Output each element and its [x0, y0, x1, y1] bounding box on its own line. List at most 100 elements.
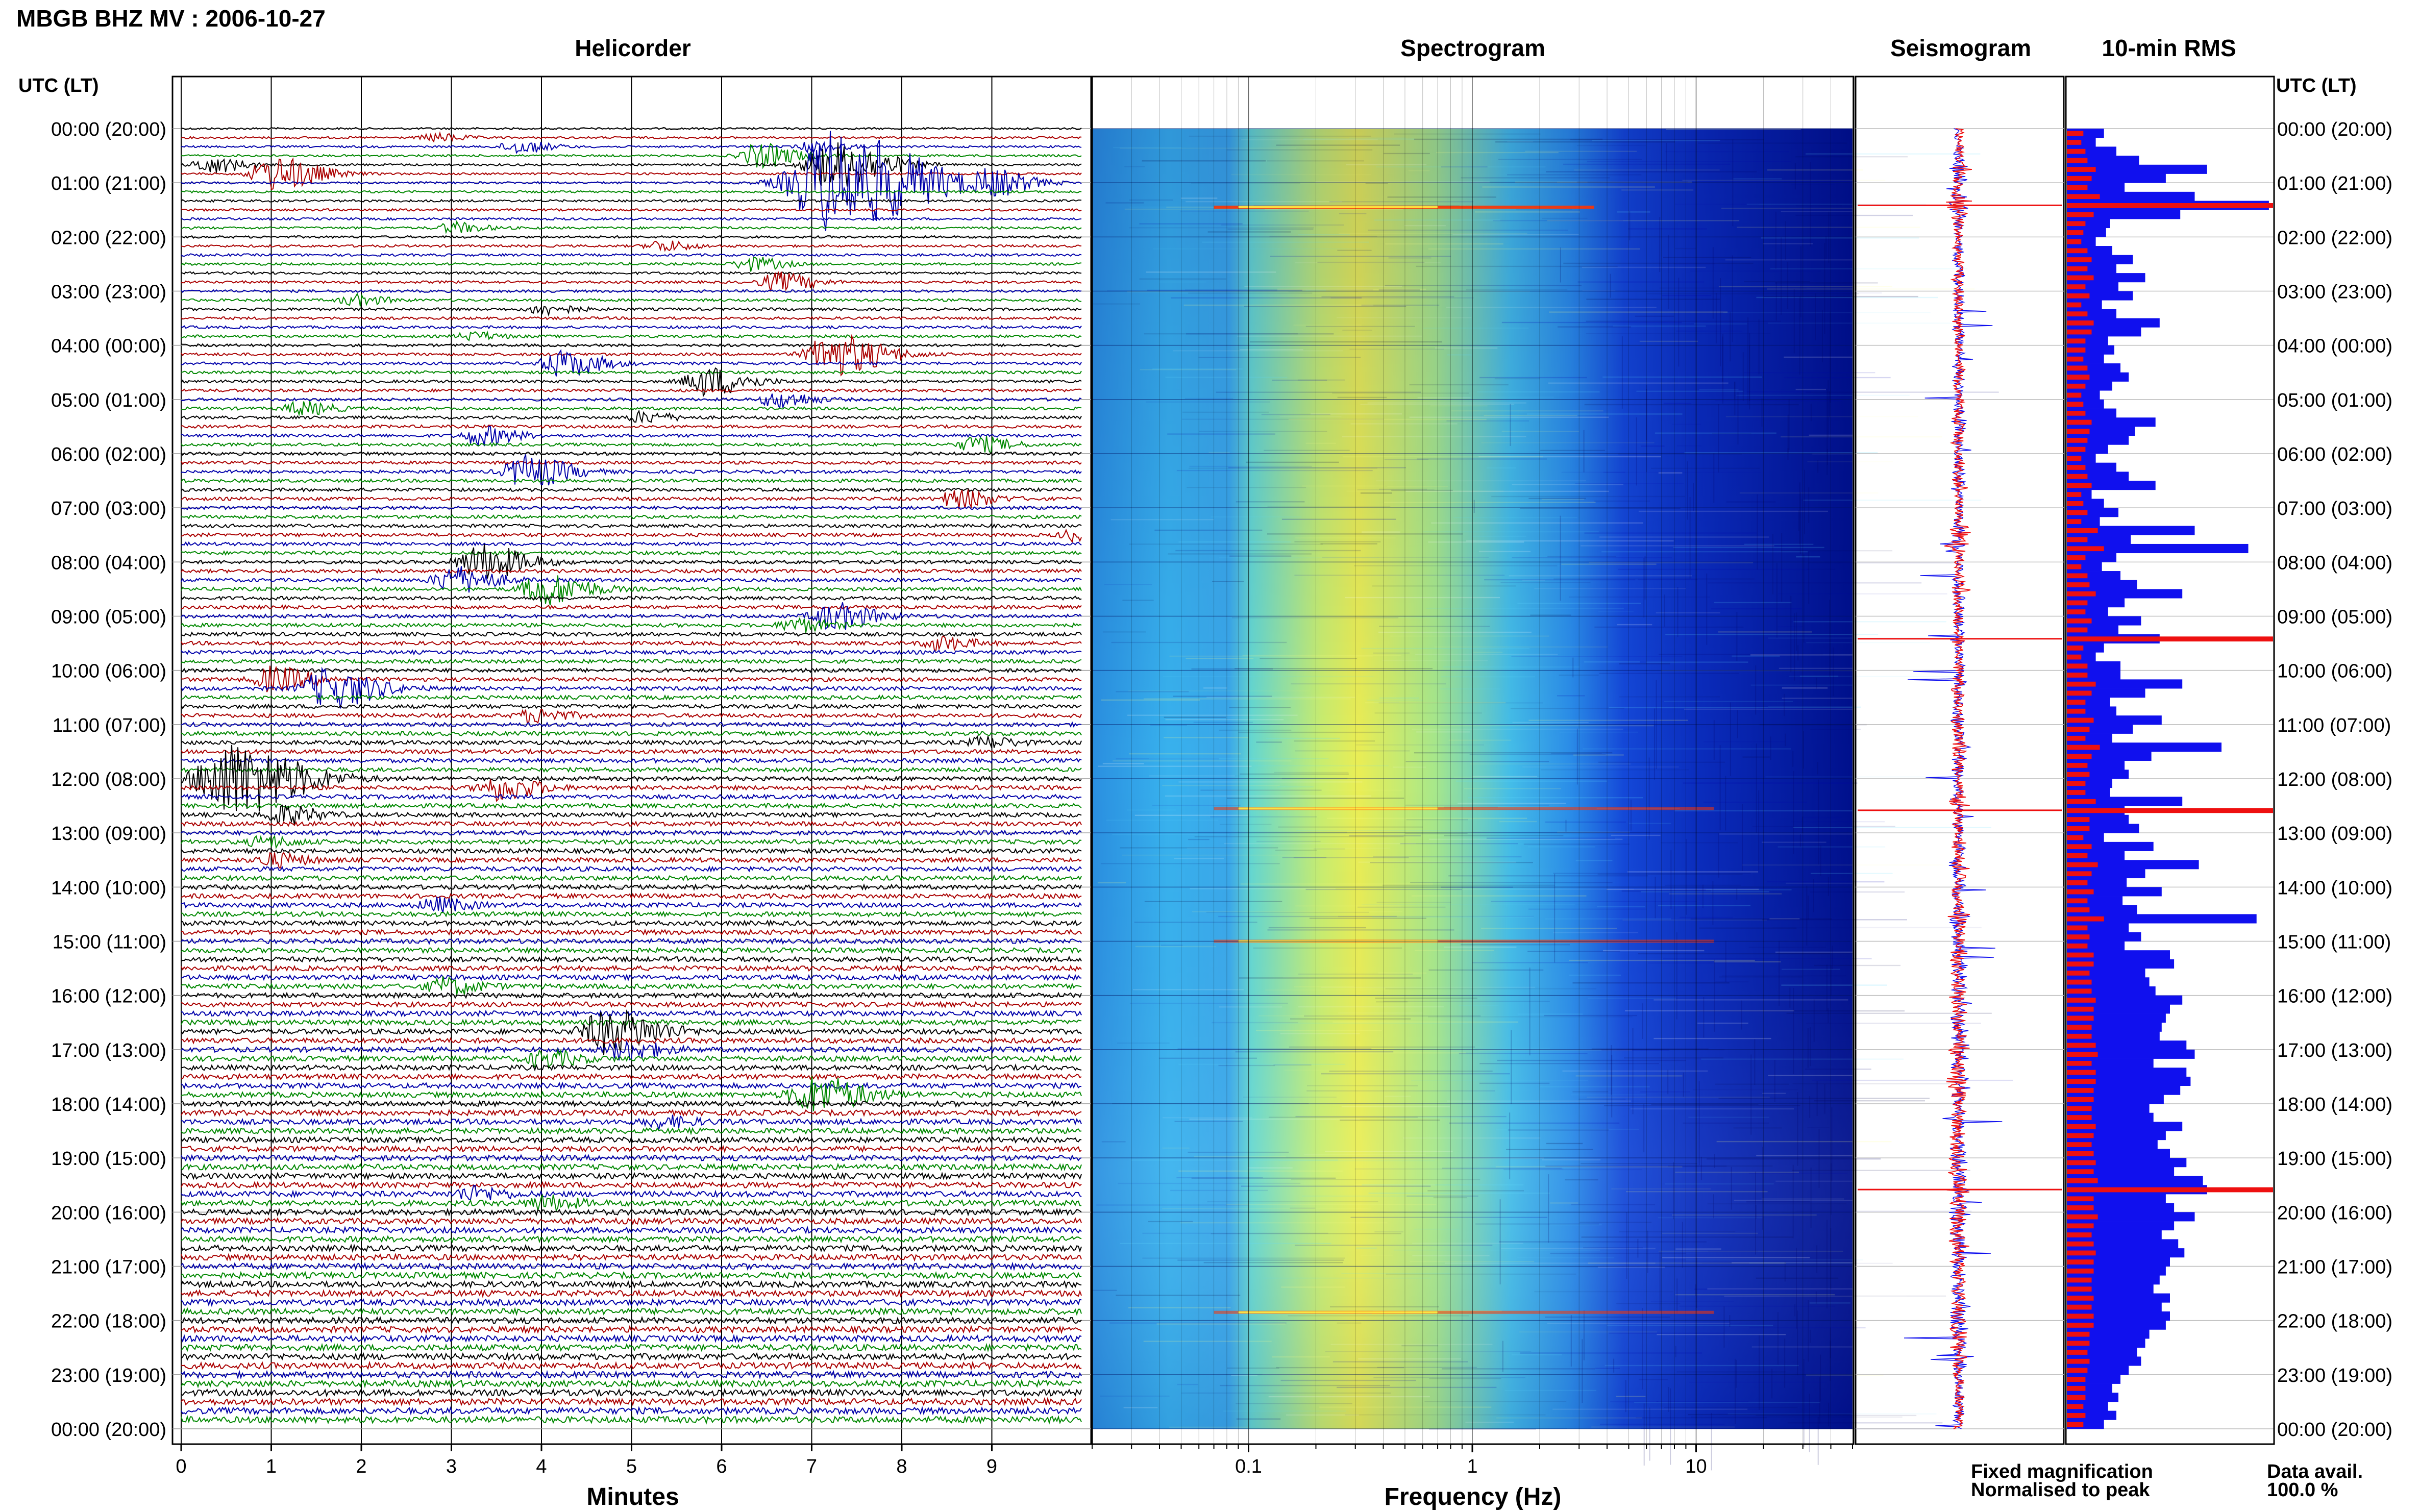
spectrogram-stripe — [1495, 141, 1675, 143]
spectrogram-stripe — [1355, 744, 1484, 746]
spectrogram-stripe — [1376, 1001, 1408, 1003]
spectrogram-streak — [1706, 573, 1708, 645]
spectrogram-stripe — [1236, 501, 1305, 503]
spectrogram-stripe — [1653, 999, 1848, 1001]
spectrogram-stripe — [1547, 556, 1616, 557]
spectrogram-stripe — [1579, 1222, 1652, 1223]
spectrogram-streak — [1824, 243, 1825, 334]
spectrogram-stripe — [1708, 582, 1922, 584]
helicorder-trace-line — [181, 131, 1082, 231]
spectrogram-stripe — [1732, 1262, 1906, 1263]
spectrogram-stripe — [1304, 1015, 1481, 1017]
helicorder-trace-line — [181, 289, 1082, 293]
spectrogram-streak — [1509, 1112, 1511, 1180]
spectrogram-stripe — [1384, 502, 1596, 503]
spectrogram-stripe — [1767, 169, 1863, 171]
spectrogram-stripe — [1423, 531, 1599, 533]
helicorder-trace-line — [181, 505, 1082, 511]
spectrogram-streak — [1747, 317, 1749, 405]
helicorder-trace-line — [181, 1135, 1082, 1145]
time-label-left: 10:00 (06:00) — [51, 661, 166, 682]
rms-normalised-bar — [2067, 916, 2104, 922]
helicorder-trace-line — [181, 937, 1082, 945]
spectrogram-stripe — [1714, 961, 1781, 962]
rms-normalised-bar — [2067, 735, 2086, 741]
spectrogram-streak — [1610, 274, 1611, 298]
rms-normalised-bar — [2067, 1115, 2092, 1120]
time-label-left: 00:00 (20:00) — [51, 119, 166, 140]
rms-normalised-bar — [2067, 1323, 2094, 1328]
spectrogram-stripe — [1291, 683, 1446, 685]
spectrogram-streak — [1817, 762, 1818, 775]
spectrogram-streak — [1548, 1174, 1549, 1243]
spectrogram-streak — [1732, 255, 1733, 342]
spectrogram-streak — [1775, 211, 1776, 269]
legend-fixed-magnification: Fixed magnification — [1971, 1461, 2153, 1482]
spectrogram-stripe — [1224, 842, 1416, 845]
spectrogram-stripe — [1200, 789, 1322, 791]
spectrogram-stripe — [1281, 518, 1396, 520]
spectrogram-stripe — [1175, 550, 1361, 552]
rms-normalised-bar — [2067, 971, 2090, 976]
spectrogram-stripe — [1249, 341, 1442, 343]
spectrogram-stripe — [1715, 981, 1749, 983]
spectrogram-streak — [1676, 932, 1677, 1020]
time-label-left: 21:00 (17:00) — [51, 1257, 166, 1278]
spectrogram-x-tick-label: 10 — [1685, 1456, 1707, 1477]
spectrogram-stripe — [1784, 356, 1859, 358]
spectrogram-stripe — [1127, 291, 1289, 292]
helicorder-trace-line — [181, 529, 1082, 543]
helicorder-traces — [181, 127, 1082, 1425]
spectrogram-stripe — [1494, 378, 1540, 380]
spectrogram-streak — [1511, 1030, 1512, 1104]
spectrogram-stripe — [1664, 1406, 1798, 1408]
time-label-right: 23:00 (19:00) — [2277, 1365, 2392, 1386]
spectrogram-streak — [1772, 534, 1773, 594]
spectrogram-stripe — [1411, 1080, 1588, 1081]
spectrogram-stripe — [1321, 986, 1536, 988]
spectrogram-stripe — [1484, 579, 1636, 581]
spectrogram-stripe — [1373, 652, 1410, 654]
helicorder-trace-line — [181, 436, 1082, 453]
helicorder-trace-line — [181, 735, 1082, 748]
spectrogram-stripe — [1169, 655, 1373, 657]
spectrogram-stripe — [1480, 928, 1617, 929]
spectrogram-stripe — [1508, 1129, 1609, 1131]
rms-normalised-bar — [2067, 952, 2094, 958]
spectrogram-stripe — [1283, 977, 1417, 978]
helicorder-trace-line — [181, 131, 1082, 143]
spectrogram-stripe — [1586, 320, 1781, 322]
helicorder-trace-line — [181, 847, 1082, 855]
spectrogram-stripe — [1447, 354, 1472, 356]
spectrogram-stripe — [1812, 1079, 2013, 1081]
helicorder-trace-line — [181, 409, 1082, 424]
spectrogram-stripe — [1346, 490, 1504, 492]
spectrogram-stripe — [1782, 969, 1840, 970]
rms-normalised-bar — [2067, 1296, 2094, 1301]
helicorder-trace-line — [181, 208, 1082, 212]
spectrogram-streak — [1789, 987, 1791, 1008]
spectrogram-stripe — [1598, 611, 1634, 612]
spectrogram-stripe — [1288, 418, 1487, 420]
spectrogram-stripe — [1592, 140, 1720, 141]
rms-normalised-bar — [2067, 654, 2082, 660]
spectrogram-stripe — [1809, 1302, 1850, 1304]
spectrogram-stripe — [1226, 798, 1404, 799]
spectrogram-stripe — [1297, 379, 1345, 381]
helicorder-trace-line — [181, 568, 1082, 574]
spectrogram-streak — [1632, 1028, 1634, 1114]
helicorder-trace-line — [181, 292, 1082, 307]
spectrogram-stripe — [1349, 835, 1421, 837]
spectrogram-stripe — [1793, 621, 1946, 623]
rms-normalised-bar — [2067, 266, 2088, 271]
spectrogram-stripe — [1294, 575, 1505, 576]
spectrogram-stripe — [1113, 147, 1182, 148]
spectrogram-stripe — [1165, 795, 1372, 797]
rms-normalised-bar — [2067, 239, 2082, 244]
spectrogram-stripe — [1194, 1156, 1286, 1157]
spectrogram-streak — [1802, 816, 1804, 833]
helicorder-trace-line — [181, 1009, 1082, 1018]
spectrogram-stripe — [1635, 315, 1674, 317]
spectrogram-streak — [1792, 1164, 1794, 1238]
time-label-left: 06:00 (02:00) — [51, 444, 166, 465]
